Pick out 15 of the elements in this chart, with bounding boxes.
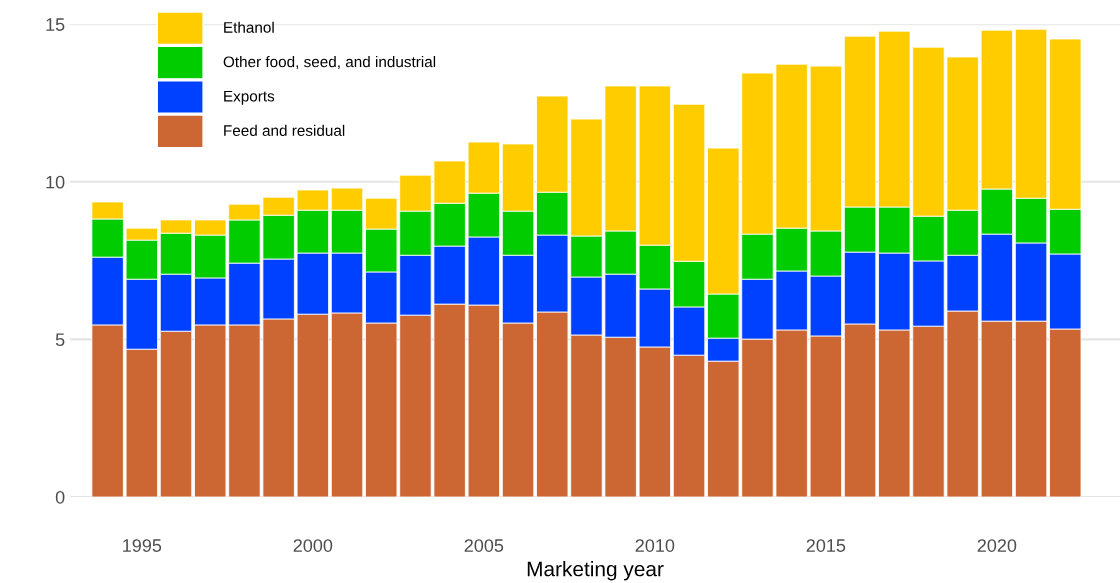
x-axis-title: Marketing year <box>527 561 664 581</box>
legend-label: Exports <box>224 90 275 105</box>
legend-label: Ethanol <box>224 21 274 33</box>
x-tick-label: 2015 <box>806 539 846 552</box>
legend-label: Feed and residual <box>224 124 345 136</box>
y-tick-label: 0 <box>55 490 65 504</box>
x-tick-label: 2005 <box>464 539 504 552</box>
legend-label: Other food, seed, and industrial <box>223 56 436 70</box>
y-tick-label: 15 <box>46 18 65 31</box>
x-tick-label: 2000 <box>293 539 333 552</box>
y-tick-label: 5 <box>55 333 65 347</box>
x-tick-label: 1995 <box>123 539 162 552</box>
y-tick-label: 10 <box>46 175 65 189</box>
x-tick-label: 2010 <box>635 539 675 552</box>
x-tick-label: 2020 <box>977 539 1017 552</box>
